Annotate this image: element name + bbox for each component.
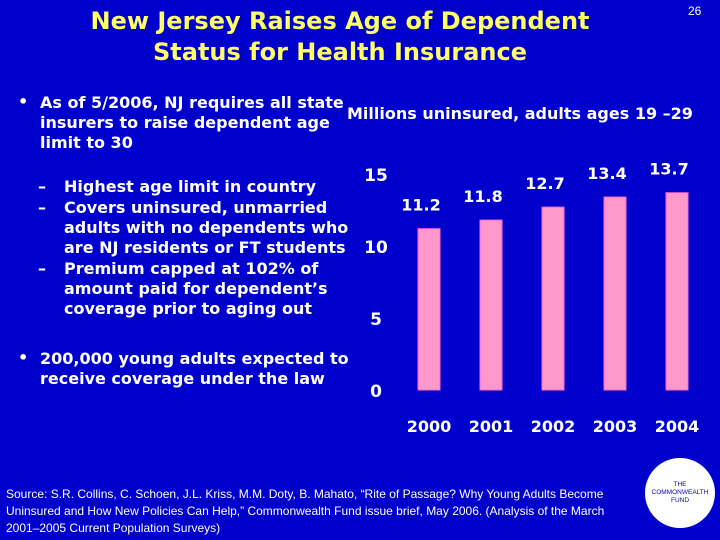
x-tick-label: 2002	[531, 417, 576, 436]
chart-title: Millions uninsured, adults ages 19 –29	[347, 104, 693, 123]
x-tick-label: 2004	[655, 417, 700, 436]
sub-bullet-list: – Highest age limit in country – Covers …	[18, 177, 363, 319]
y-tick-label: 0	[370, 382, 382, 402]
x-tick-label: 2001	[469, 417, 514, 436]
sub-bullet-text: Highest age limit in country	[64, 177, 316, 196]
bullet-dot-icon: •	[18, 92, 29, 111]
bar-value-label: 13.4	[587, 164, 626, 183]
y-tick-label: 5	[370, 310, 382, 330]
bullet-list: • As of 5/2006, NJ requires all state in…	[18, 92, 363, 389]
bar-value-label: 13.7	[649, 160, 688, 179]
bullet-main-2-text: 200,000 young adults expected to receive…	[40, 349, 349, 388]
sub-bullet-text: Premium capped at 102% of amount paid fo…	[64, 259, 328, 318]
y-tick-label: 15	[364, 166, 388, 186]
logo-line-1: THE	[673, 481, 687, 488]
bar-value-label: 11.8	[463, 187, 502, 206]
logo-line-3: FUND	[670, 497, 690, 504]
sub-bullet: – Highest age limit in country	[18, 177, 363, 197]
y-tick-label: 10	[364, 238, 388, 258]
sub-bullet: – Premium capped at 102% of amount paid …	[18, 259, 363, 319]
bar	[665, 192, 689, 391]
bullet-main-1: • As of 5/2006, NJ requires all state in…	[18, 92, 363, 153]
logo-line-2: COMMONWEALTH	[651, 489, 709, 496]
bar	[479, 219, 503, 391]
bullet-main-1-text: As of 5/2006, NJ requires all state insu…	[40, 93, 344, 152]
bullet-dot-icon: •	[18, 348, 29, 367]
x-tick-label: 2003	[593, 417, 638, 436]
bar-value-label: 11.2	[401, 196, 440, 215]
dash-icon: –	[38, 198, 46, 217]
slide-number: 26	[688, 4, 702, 18]
sub-bullet-text: Covers uninsured, unmarried adults with …	[64, 198, 349, 257]
x-tick-label: 2000	[407, 417, 452, 436]
dash-icon: –	[38, 177, 46, 196]
sub-bullet: – Covers uninsured, unmarried adults wit…	[18, 198, 363, 258]
slide-title-line2: Status for Health Insurance	[153, 38, 527, 66]
bar	[541, 206, 565, 391]
bar	[603, 196, 627, 391]
bar-value-label: 12.7	[525, 174, 564, 193]
slide-title: New Jersey Raises Age of Dependent Statu…	[40, 6, 640, 68]
source-note: Source: S.R. Collins, C. Schoen, J.L. Kr…	[6, 487, 605, 535]
bullet-main-2: • 200,000 young adults expected to recei…	[18, 348, 363, 389]
commonwealth-fund-logo: THE COMMONWEALTH FUND	[645, 458, 715, 528]
dash-icon: –	[38, 259, 46, 278]
slide-title-line1: New Jersey Raises Age of Dependent	[90, 7, 590, 35]
bar	[417, 228, 441, 391]
